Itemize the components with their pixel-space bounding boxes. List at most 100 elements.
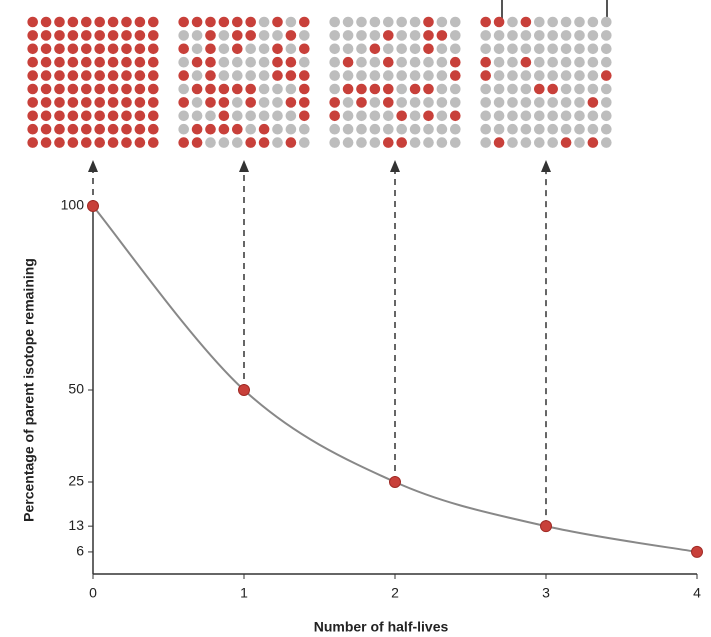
atom: [178, 111, 189, 122]
atom: [41, 97, 52, 108]
atom: [547, 17, 558, 28]
atom: [574, 137, 585, 148]
atom: [68, 30, 79, 41]
atom: [356, 44, 367, 55]
atom: [507, 57, 518, 68]
atom: [135, 137, 146, 148]
atom: [534, 70, 545, 81]
atom: [574, 97, 585, 108]
atom: [480, 84, 491, 95]
atom: [219, 17, 230, 28]
atom: [121, 30, 132, 41]
atom: [329, 44, 340, 55]
atom: [299, 124, 310, 135]
atom: [178, 84, 189, 95]
atom: [343, 17, 354, 28]
x-axis-label: Number of half-lives: [314, 619, 449, 635]
atom: [370, 30, 381, 41]
data-point: [239, 385, 250, 396]
atom: [329, 124, 340, 135]
atom: [574, 57, 585, 68]
atom: [410, 57, 421, 68]
atom: [259, 111, 270, 122]
atom: [534, 57, 545, 68]
atom: [480, 70, 491, 81]
atom: [232, 30, 243, 41]
atom: [343, 57, 354, 68]
atom: [547, 30, 558, 41]
atom: [588, 97, 599, 108]
atom: [574, 30, 585, 41]
atom: [259, 30, 270, 41]
atom: [148, 97, 159, 108]
atom: [343, 44, 354, 55]
atom: [329, 84, 340, 95]
atom: [437, 124, 448, 135]
atom: [588, 44, 599, 55]
atom: [410, 137, 421, 148]
atom: [396, 70, 407, 81]
atom: [108, 57, 119, 68]
atom: [494, 57, 505, 68]
atom: [178, 44, 189, 55]
atom: [588, 70, 599, 81]
atom: [494, 17, 505, 28]
atom: [41, 70, 52, 81]
atom: [259, 97, 270, 108]
atom: [272, 84, 283, 95]
atom: [232, 111, 243, 122]
atom: [437, 17, 448, 28]
atom: [299, 84, 310, 95]
atom: [480, 137, 491, 148]
atom: [121, 124, 132, 135]
atom: [370, 124, 381, 135]
atom: [494, 30, 505, 41]
atom: [601, 17, 612, 28]
atom: [450, 111, 461, 122]
atom: [286, 97, 297, 108]
atom: [135, 111, 146, 122]
atom: [383, 70, 394, 81]
atom: [259, 70, 270, 81]
atom: [494, 97, 505, 108]
chart: Number of half-lives Percentage of paren…: [0, 0, 711, 637]
data-point: [692, 546, 703, 557]
atom: [148, 124, 159, 135]
atom: [534, 137, 545, 148]
atom: [108, 70, 119, 81]
y-tick-label: 13: [68, 517, 84, 533]
atom: [178, 70, 189, 81]
atom: [561, 57, 572, 68]
atom: [343, 30, 354, 41]
atom: [54, 44, 65, 55]
atom: [54, 17, 65, 28]
atom: [343, 111, 354, 122]
atom: [27, 137, 38, 148]
atom: [383, 97, 394, 108]
atom: [121, 84, 132, 95]
atom: [27, 97, 38, 108]
atom: [81, 57, 92, 68]
atom: [68, 124, 79, 135]
atom: [370, 57, 381, 68]
atom: [41, 30, 52, 41]
atom: [94, 17, 105, 28]
atom: [383, 57, 394, 68]
atom: [561, 70, 572, 81]
atom: [507, 70, 518, 81]
atom-grid: [480, 17, 611, 148]
atom: [574, 84, 585, 95]
atom: [81, 97, 92, 108]
atom: [561, 111, 572, 122]
atom: [588, 137, 599, 148]
atom: [272, 17, 283, 28]
atom: [27, 30, 38, 41]
atom: [41, 137, 52, 148]
atom: [272, 137, 283, 148]
atom: [121, 57, 132, 68]
atom: [423, 124, 434, 135]
atom: [68, 70, 79, 81]
atom: [450, 57, 461, 68]
atom: [54, 84, 65, 95]
atom: [81, 17, 92, 28]
